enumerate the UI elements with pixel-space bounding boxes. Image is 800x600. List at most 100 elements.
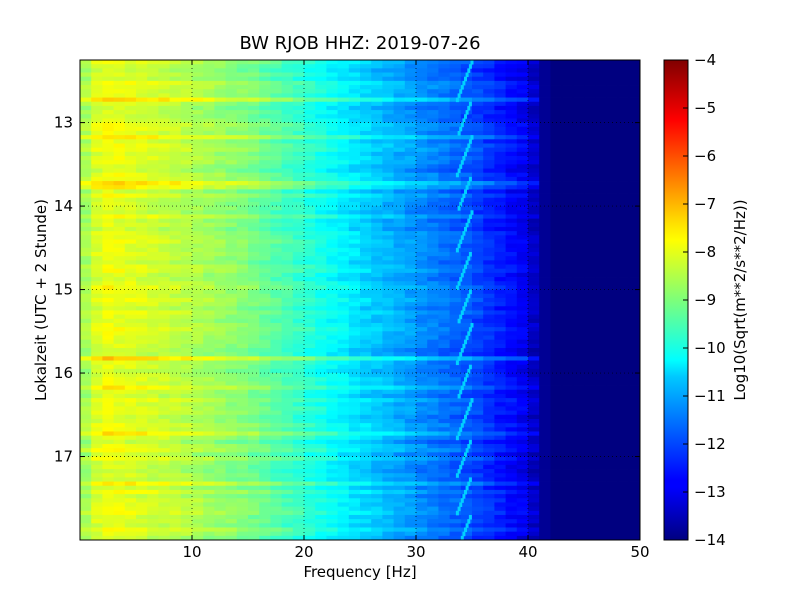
heatmap-cell	[91, 335, 103, 341]
heatmap-cell	[505, 473, 518, 478]
heatmap-cell	[561, 130, 574, 136]
heatmap-cell	[270, 235, 283, 240]
heatmap-cell	[494, 60, 507, 65]
heatmap-cell	[416, 231, 428, 236]
heatmap-cell	[572, 322, 585, 328]
heatmap-cell	[292, 80, 305, 86]
heatmap-cell	[102, 322, 115, 328]
heatmap-cell	[203, 460, 215, 466]
heatmap-cell	[393, 97, 406, 103]
heatmap-cell	[147, 147, 159, 153]
heatmap-cell	[371, 452, 383, 457]
heatmap-cell	[326, 393, 339, 399]
heatmap-cell	[371, 247, 383, 253]
heatmap-cell	[113, 72, 126, 78]
heatmap-cell	[382, 126, 395, 132]
heatmap-cell	[516, 364, 529, 370]
heatmap-cell	[180, 418, 193, 424]
heatmap-cell	[236, 139, 249, 144]
heatmap-cell	[180, 427, 193, 432]
heatmap-cell	[539, 168, 551, 174]
heatmap-cell	[304, 226, 316, 232]
heatmap-cell	[113, 310, 126, 315]
heatmap-cell	[483, 339, 495, 345]
heatmap-cell	[158, 368, 171, 374]
heatmap-cell	[628, 331, 640, 336]
heatmap-cell	[516, 281, 529, 286]
heatmap-cell	[113, 76, 126, 82]
heatmap-cell	[180, 76, 193, 82]
heatmap-cell	[393, 314, 406, 320]
heatmap-cell	[505, 277, 518, 282]
heatmap-cell	[270, 168, 283, 174]
heatmap-cell	[595, 331, 607, 336]
heatmap-cell	[494, 302, 507, 307]
heatmap-cell	[248, 68, 260, 73]
heatmap-cell	[617, 343, 630, 349]
heatmap-cell	[236, 256, 249, 261]
heatmap-cell	[248, 281, 260, 286]
heatmap-cell	[192, 406, 204, 411]
heatmap-cell	[348, 297, 361, 303]
heatmap-cell	[561, 460, 574, 466]
heatmap-cell	[472, 218, 484, 224]
heatmap-cell	[606, 110, 619, 115]
heatmap-cell	[617, 427, 630, 432]
heatmap-cell	[80, 89, 92, 94]
heatmap-cell	[180, 101, 193, 107]
heatmap-cell	[248, 105, 260, 111]
heatmap-cell	[214, 335, 227, 341]
heatmap-cell	[550, 101, 563, 107]
heatmap-cell	[516, 456, 529, 462]
heatmap-cell	[203, 160, 215, 165]
heatmap-cell	[203, 147, 215, 153]
heatmap-cell	[584, 118, 596, 123]
heatmap-cell	[91, 130, 103, 136]
heatmap-cell	[315, 406, 327, 411]
heatmap-cell	[528, 201, 540, 207]
heatmap-cell	[315, 189, 327, 194]
heatmap-cell	[561, 456, 574, 462]
heatmap-cell	[158, 68, 171, 73]
heatmap-cell	[483, 156, 495, 161]
heatmap-cell	[270, 226, 283, 232]
heatmap-cell	[169, 147, 182, 153]
heatmap-cell	[628, 302, 640, 307]
heatmap-cell	[360, 172, 372, 178]
heatmap-cell	[225, 406, 238, 411]
heatmap-cell	[550, 172, 563, 178]
heatmap-cell	[606, 206, 619, 211]
heatmap-cell	[494, 306, 507, 311]
heatmap-cell	[304, 101, 316, 107]
heatmap-cell	[192, 222, 204, 228]
heatmap-cell	[427, 414, 439, 420]
heatmap-cell	[304, 414, 316, 420]
heatmap-cell	[550, 222, 563, 228]
heatmap-cell	[214, 385, 227, 391]
heatmap-cell	[449, 281, 462, 286]
heatmap-cell	[248, 172, 260, 178]
heatmap-cell	[472, 268, 484, 274]
heatmap-cell	[292, 452, 305, 457]
heatmap-cell	[158, 356, 171, 361]
heatmap-cell	[80, 444, 92, 449]
heatmap-cell	[180, 327, 193, 332]
heatmap-cell	[472, 197, 484, 203]
heatmap-cell	[248, 460, 260, 466]
heatmap-cell	[606, 126, 619, 132]
heatmap-cell	[102, 231, 115, 236]
heatmap-cell	[572, 260, 585, 265]
heatmap-cell	[427, 356, 439, 361]
heatmap-cell	[628, 335, 640, 341]
heatmap-cell	[80, 189, 92, 194]
heatmap-cell	[225, 456, 238, 462]
heatmap-cell	[595, 281, 607, 286]
heatmap-cell	[337, 252, 350, 257]
heatmap-cell	[180, 172, 193, 178]
heatmap-cell	[147, 456, 159, 462]
heatmap-cell	[169, 393, 182, 399]
heatmap-cell	[102, 252, 115, 257]
heatmap-cell	[427, 364, 439, 370]
heatmap-cell	[360, 72, 372, 78]
heatmap-cell	[628, 85, 640, 90]
